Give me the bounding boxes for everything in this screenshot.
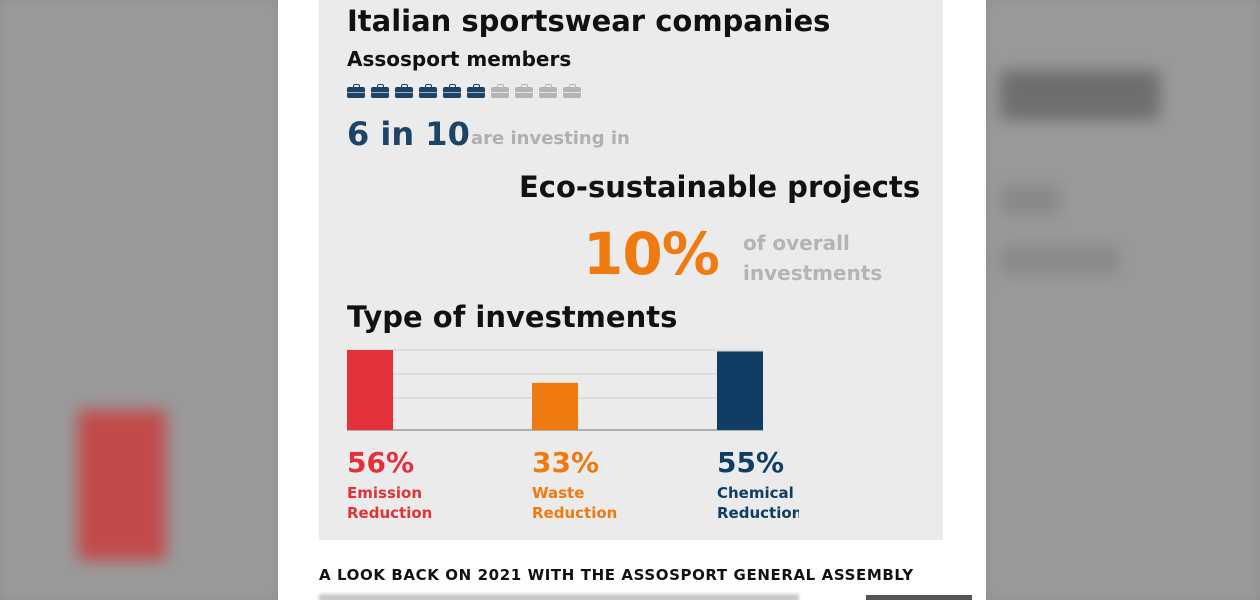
article-text-blur xyxy=(319,594,799,600)
background-blur-shape xyxy=(1000,185,1060,215)
page-title: Italian sportswear companies xyxy=(347,4,831,38)
page-subtitle: Assosport members xyxy=(347,47,572,71)
bar-category-label: Reduction xyxy=(532,504,617,522)
briefcase-icon xyxy=(347,84,365,98)
briefcase-icon xyxy=(563,84,581,98)
bar-waste-reduction xyxy=(532,382,578,430)
infographic-card: Italian sportswear companies Assosport m… xyxy=(319,0,943,540)
eco-heading: Eco-sustainable projects xyxy=(519,170,921,204)
bar-category-label: Reduction xyxy=(347,504,432,522)
bar-category-label: Reduction xyxy=(717,504,799,522)
bar-emission-reduction xyxy=(347,350,393,430)
article-thumbnail[interactable] xyxy=(866,595,972,600)
investment-bar-chart: 56% Emission Reduction 33% Waste Reduction 55%… xyxy=(347,349,799,522)
bar-category-label: Waste xyxy=(532,484,584,502)
eco-percent: 10% xyxy=(583,220,720,288)
briefcase-icon xyxy=(515,84,533,98)
background-blur-shape xyxy=(1000,245,1120,275)
chart-title: Type of investments xyxy=(347,300,678,334)
bar-value-label: 33% xyxy=(532,446,599,479)
eco-percent-text: of overall investments xyxy=(743,231,883,285)
background-blur-text xyxy=(70,310,92,384)
briefcase-icon xyxy=(539,84,557,98)
briefcase-icon xyxy=(467,84,485,98)
briefcase-icon xyxy=(395,84,413,98)
briefcase-icon xyxy=(443,84,461,98)
bar-value-label: 55% xyxy=(717,446,784,479)
bar-category-label: Chemical xyxy=(717,484,794,502)
bar-chemical-reduction xyxy=(717,351,763,430)
infographic-page: Italian sportswear companies Assosport m… xyxy=(278,0,986,600)
background-blur-shape xyxy=(1000,70,1160,120)
bar-value-label: 56% xyxy=(347,446,414,479)
article-headline[interactable]: A LOOK BACK ON 2021 WITH THE ASSOSPORT G… xyxy=(319,566,914,584)
ratio-text: are investing in xyxy=(471,128,630,149)
briefcase-icon xyxy=(491,84,509,98)
ratio-value: 6 in 10 xyxy=(347,115,470,153)
briefcase-icon xyxy=(371,84,389,98)
briefcase-icon xyxy=(419,84,437,98)
bar-category-label: Emission xyxy=(347,484,422,502)
member-icons xyxy=(347,84,581,98)
background-blur-bar xyxy=(78,410,166,560)
